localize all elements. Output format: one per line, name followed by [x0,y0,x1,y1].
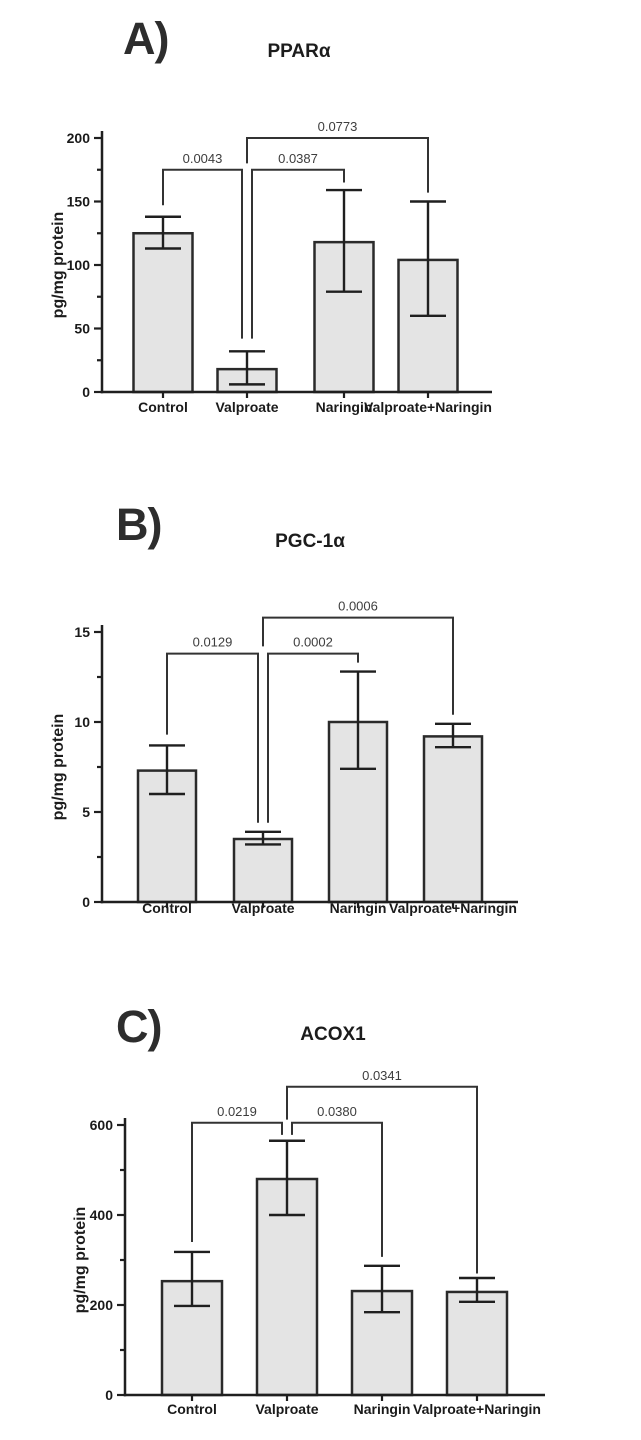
p-value-label: 0.0043 [183,151,223,166]
y-tick-label: 0 [82,894,90,910]
x-ticks [161,392,430,398]
panel-letter-a: A) [123,13,169,64]
category-label-valproate: Valproate [231,900,294,916]
x-ticks [190,1395,479,1401]
p-value-label: 0.0773 [318,119,358,134]
category-label-valproate-naringin: Valproate+Naringin [389,900,517,916]
y-tick-label: 50 [74,321,90,337]
panel-letter-c: C) [116,1001,162,1052]
panel-ppar-alpha: A) PPARα pg/mg protein 0 50 100 150 200 Contr… [0,0,641,480]
p-value-label: 0.0380 [317,1104,357,1119]
bracket-p-0.0002: 0.0002 [267,635,359,823]
y-tick-label: 0 [105,1387,113,1403]
error-bar-valproate-naringin [459,1276,495,1304]
y-tick-label: 10 [74,714,90,730]
y-tick-label: 600 [90,1117,114,1133]
panel-acox1: C) ACOX1 pg/mg protein 0 200 400 600 Control… [0,990,641,1440]
error-bar-control [145,215,181,250]
category-label-control: Control [138,399,188,415]
bracket-p-0.0387: 0.0387 [251,151,345,339]
bars [132,232,459,394]
category-label-control: Control [167,1401,217,1417]
bar-valproate [232,837,294,904]
category-label-valproate-naringin: Valproate+Naringin [413,1401,541,1417]
bracket-p-0.0006: 0.0006 [262,599,454,715]
p-value-label: 0.0002 [293,635,333,650]
ppar-alpha-chart: 0 50 100 150 200 Control Valproate NaringinValp… [67,119,492,415]
category-label-valproate-naringin: Valproate+Naringin [364,399,492,415]
error-bars [174,1139,495,1314]
panel-title-pgc1-alpha: PGC-1α [275,531,345,552]
bracket-p-0.0129: 0.0129 [166,635,259,823]
y-tick-label: 0 [82,384,90,400]
p-value-label: 0.0129 [193,635,233,650]
bracket-p-0.0341: 0.0341 [286,1068,478,1274]
y-tick-label: 150 [67,194,91,210]
bar-valproate-naringin [445,1290,509,1397]
y-tick-label: 100 [67,257,91,273]
y-ticks [117,1123,125,1397]
category-label-control: Control [142,900,192,916]
error-bar-naringin [326,188,362,293]
p-value-label: 0.0219 [217,1104,257,1119]
category-labels: Control Valproate NaringinValproate+Naring… [138,399,492,415]
error-bar-valproate-naringin [410,200,446,317]
p-value-label: 0.0387 [278,151,318,166]
error-bar-naringin [340,670,376,770]
y-tick-label: 15 [74,624,90,640]
category-label-naringin: Naringin [354,1401,411,1417]
category-label-naringin: Naringin [330,900,387,916]
pgc1-alpha-chart: 0 5 10 15 Control Valproate Naringin Valproate+… [74,599,518,916]
x-ticks [165,902,455,908]
y-tick-labels: 0 200 400 600 [90,1117,114,1403]
category-label-naringin: Naringin [316,399,373,415]
bars [160,1177,509,1397]
p-value-label: 0.0006 [338,599,378,614]
error-bar-control [174,1250,210,1308]
significance-brackets: 0.0129 0.0002 0.0006 [166,599,454,823]
bracket-p-0.0043: 0.0043 [162,151,243,339]
bracket-p-0.0380: 0.0380 [291,1104,383,1257]
bracket-p-0.0219: 0.0219 [191,1104,283,1242]
bracket-p-0.0773: 0.0773 [246,119,429,193]
y-tick-label: 5 [82,804,90,820]
y-tick-labels: 0 50 100 150 200 [67,130,91,400]
bar-valproate-naringin [422,735,484,904]
significance-brackets: 0.0043 0.0387 0.0773 [162,119,429,339]
category-label-valproate: Valproate [255,1401,318,1417]
panel-pgc1-alpha: B) PGC-1α pg/mg protein 0 5 10 15 Control Val… [0,480,641,990]
p-value-label: 0.0341 [362,1068,402,1083]
error-bar-valproate [229,350,265,386]
error-bar-valproate [269,1139,305,1217]
panel-title-ppar-alpha: PPARα [267,41,331,62]
y-tick-label: 400 [90,1207,114,1223]
significance-brackets: 0.0219 0.0380 0.0341 [191,1068,478,1274]
error-bars [149,670,471,846]
error-bar-naringin [364,1264,400,1314]
y-tick-label: 200 [67,130,91,146]
error-bar-valproate [245,830,281,846]
axes [100,131,492,394]
y-ticks [94,136,102,394]
acox1-chart: 0 200 400 600 Control Valproate Naringin Valpro… [90,1068,545,1417]
panel-letter-b: B) [116,499,162,550]
category-label-valproate: Valproate [215,399,278,415]
y-ticks [94,630,102,904]
error-bar-valproate-naringin [435,722,471,749]
bars [136,720,484,904]
panel-title-acox1: ACOX1 [300,1024,366,1045]
y-tick-label: 200 [90,1297,114,1313]
error-bar-control [149,744,185,796]
y-tick-labels: 0 5 10 15 [74,624,90,910]
error-bars [145,188,446,386]
bar-control [132,232,194,394]
